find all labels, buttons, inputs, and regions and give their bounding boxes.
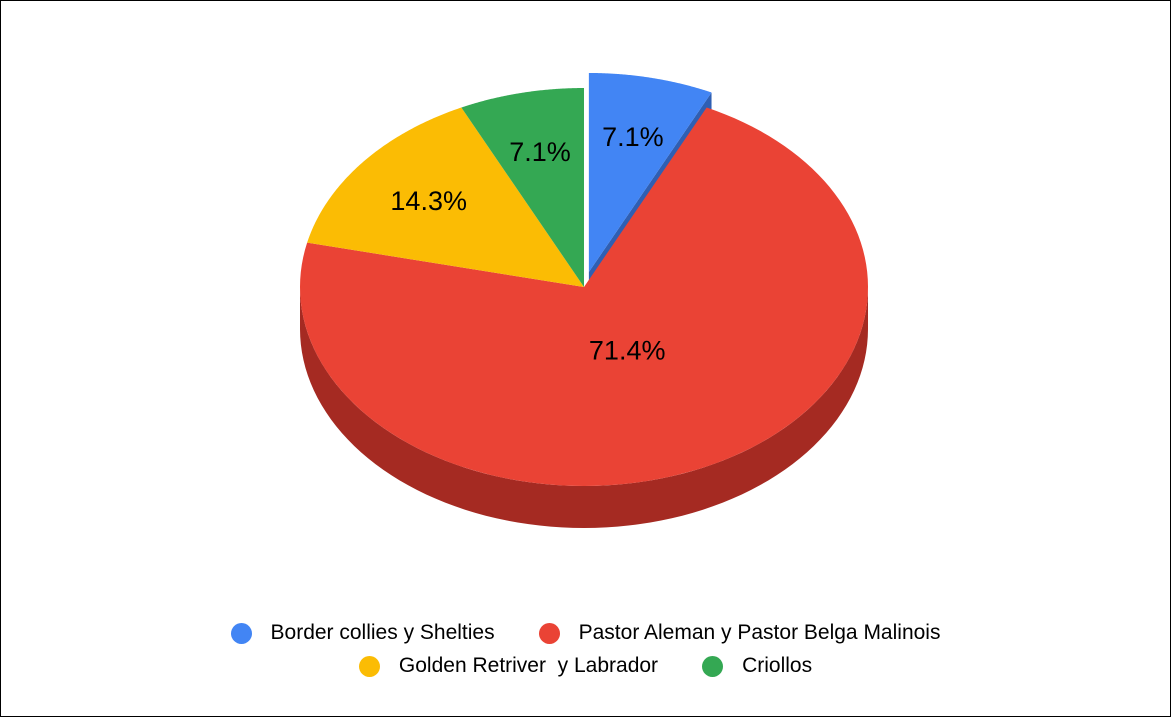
legend-label-pastor: Pastor Aleman y Pastor Belga Malinois bbox=[578, 621, 941, 644]
slice-border-collies bbox=[588, 72, 712, 272]
legend-item-criollos: Criollos bbox=[702, 654, 812, 678]
legend-label-golden: Golden Retriver y Labrador bbox=[398, 654, 659, 677]
pie-labels: 7.1% 71.4% 14.3% 7.1% bbox=[390, 122, 665, 366]
slice-label-criollos: 7.1% bbox=[509, 137, 571, 167]
slice-label-border-collies: 7.1% bbox=[602, 122, 664, 152]
legend-swatch-golden bbox=[358, 655, 380, 677]
slice-golden bbox=[307, 107, 584, 287]
slice-pastor bbox=[300, 107, 868, 486]
slice-label-pastor: 71.4% bbox=[589, 336, 666, 366]
slice-criollos bbox=[461, 88, 584, 287]
legend-label-border-collies: Border collies y Shelties bbox=[270, 621, 495, 644]
legend-swatch-criollos bbox=[702, 655, 724, 677]
slice-side-pastor bbox=[300, 287, 868, 528]
slice-label-golden: 14.3% bbox=[390, 186, 467, 216]
legend-item-pastor: Pastor Aleman y Pastor Belga Malinois bbox=[538, 621, 941, 645]
legend-swatch-pastor bbox=[538, 622, 560, 644]
legend-item-golden: Golden Retriver y Labrador bbox=[358, 654, 659, 678]
legend-row-2: Golden Retriver y Labrador Criollos bbox=[0, 654, 1171, 678]
legend-item-border-collies: Border collies y Shelties bbox=[230, 621, 495, 645]
legend-swatch-border-collies bbox=[230, 622, 252, 644]
pie-tops bbox=[300, 72, 868, 486]
legend-row-1: Border collies y Shelties Pastor Aleman … bbox=[0, 621, 1171, 645]
legend-label-criollos: Criollos bbox=[742, 654, 813, 677]
